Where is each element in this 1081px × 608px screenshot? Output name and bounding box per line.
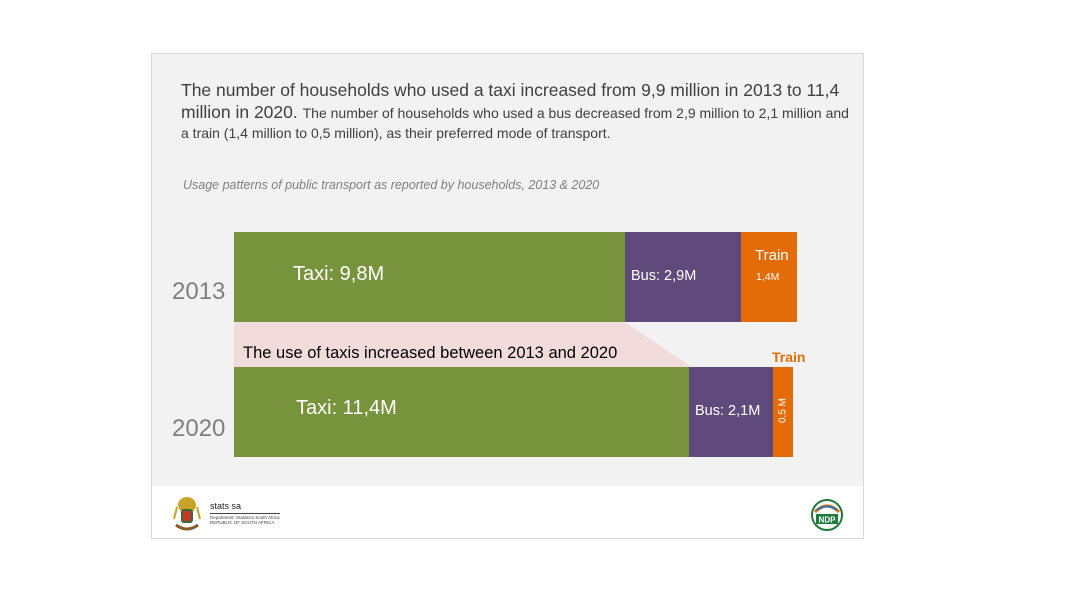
bar-label-taxi-2020: Taxi: 11,4M bbox=[296, 397, 397, 419]
bar-bus-2013 bbox=[625, 232, 741, 322]
bar-label-train-2020: 0,5 M bbox=[777, 398, 789, 424]
coat-of-arms-icon bbox=[173, 497, 201, 531]
headline: The number of households who used a taxi… bbox=[181, 80, 851, 144]
bar-taxi-2013 bbox=[234, 232, 625, 322]
chart-subtitle: Usage patterns of public transport as re… bbox=[183, 178, 600, 192]
bar-taxi-2020 bbox=[234, 367, 689, 457]
stats-sa-logo: stats sa Department: Statistics South Af… bbox=[172, 495, 284, 533]
bar-label-bus-2013: Bus: 2,9M bbox=[631, 268, 697, 284]
year-label-2020: 2020 bbox=[172, 415, 226, 442]
bar-train-2013 bbox=[741, 232, 797, 322]
headline-main: The number of households who used a taxi… bbox=[181, 80, 840, 122]
year-label-2013: 2013 bbox=[172, 278, 226, 305]
bar-label-taxi-2013: Taxi: 9,8M bbox=[293, 263, 385, 285]
annotation-band-shape bbox=[234, 322, 694, 369]
stats-sa-subtext: Department: Statistics South Africa REPU… bbox=[210, 515, 280, 526]
stats-sa-name: stats sa bbox=[210, 501, 242, 511]
train-label-2013: Train bbox=[755, 247, 789, 264]
bar-label-bus-2020: Bus: 2,1M bbox=[695, 403, 761, 419]
ndp-logo-icon: NDP bbox=[811, 499, 843, 531]
bar-bus-2020 bbox=[689, 367, 773, 457]
ndp-logo: NDP bbox=[810, 498, 844, 532]
headline-detail: The number of households who used a bus … bbox=[181, 105, 849, 141]
slide: The number of households who used a taxi… bbox=[151, 53, 864, 539]
footer: stats sa Department: Statistics South Af… bbox=[152, 486, 863, 538]
train-label-2020: Train bbox=[772, 349, 806, 365]
annotation-band bbox=[234, 322, 694, 369]
annotation-text: The use of taxis increased between 2013 … bbox=[243, 344, 618, 362]
ndp-logo-text: NDP bbox=[819, 516, 837, 525]
stats-sa-divider bbox=[210, 513, 280, 514]
bar-train-2020 bbox=[773, 367, 793, 457]
bar-label-train-2013: 1,4M bbox=[756, 271, 780, 283]
